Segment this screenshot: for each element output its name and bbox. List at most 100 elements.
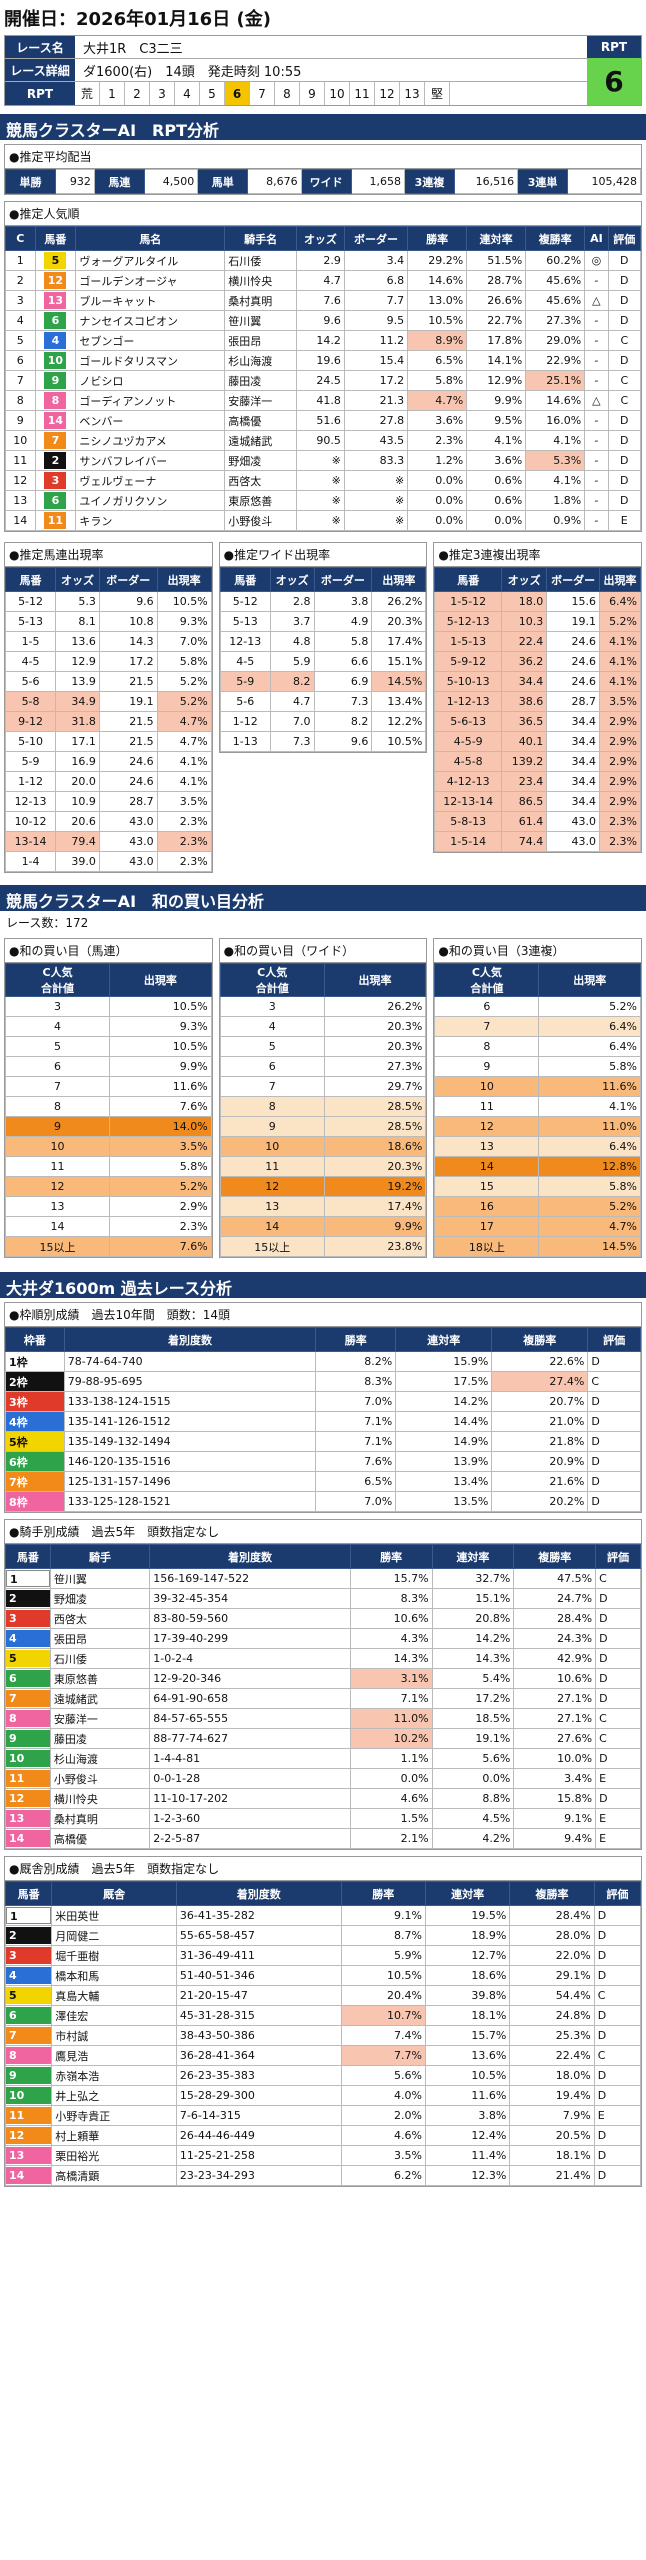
- column-header: 馬番: [4, 567, 57, 592]
- column-header: 枠番: [5, 1327, 65, 1352]
- wa-3ren-box: ●和の買い目（3連複） C人気 合計値 出現率 6 5.2% 7 6.4% 8 6.4% 9 5.8…: [433, 938, 643, 1258]
- horse-number-cell: 14: [5, 1828, 51, 1849]
- column-header: 勝率: [315, 1327, 397, 1352]
- popularity-title: ●推定人気順: [5, 202, 641, 226]
- table-row: 12-13-14 86.5 34.4 2.9%: [434, 791, 642, 812]
- table-cell: 3.6%: [407, 410, 468, 431]
- table-row: 13 6 ユイノガリクソン 東原悠善 ※ ※ 0.0% 0.6% 1.8% - D: [5, 490, 642, 511]
- table-cell: 5.6%: [431, 1748, 515, 1769]
- table-cell: C: [607, 370, 642, 391]
- table-cell: -: [584, 350, 609, 371]
- table-cell: D: [587, 1351, 641, 1372]
- column-header: ボーダー: [98, 567, 158, 592]
- table-cell: 9.9%: [323, 1216, 427, 1237]
- table-cell: 156-169-147-522: [149, 1568, 351, 1589]
- table-row: 5-13 8.1 10.8 9.3%: [4, 611, 212, 632]
- table-cell: -: [584, 430, 609, 451]
- table-cell: 8.2: [313, 711, 373, 732]
- table-cell: 3.6%: [466, 450, 527, 471]
- column-header: 出現率: [109, 963, 212, 997]
- table-row: 5-12 2.8 3.8 26.2%: [219, 591, 427, 612]
- table-cell: 4.1%: [466, 430, 527, 451]
- table-cell: 23.4: [501, 771, 548, 792]
- horse-number: 10: [6, 1750, 50, 1767]
- table-cell: 28.5%: [323, 1096, 427, 1117]
- table-cell: 12.2%: [371, 711, 427, 732]
- table-cell: 遠城緒武: [49, 1688, 151, 1709]
- table-cell: 3: [4, 996, 111, 1017]
- table-cell: 6.5%: [407, 350, 468, 371]
- table-cell: 6: [5, 350, 36, 371]
- table-cell: 1-13: [219, 731, 271, 752]
- horse-number: 1: [6, 1570, 50, 1587]
- table-cell: 21.4%: [509, 2165, 595, 2186]
- table-row: 12 横川怜央 11-10-17-202 4.6% 8.8% 15.8% D: [5, 1788, 641, 1809]
- table-cell: 8.2: [269, 671, 315, 692]
- table-cell: 24.5: [296, 370, 345, 391]
- table-cell: 遠城緒武: [224, 430, 298, 451]
- table-cell: 1-4-4-81: [149, 1748, 351, 1769]
- table-cell: 7.4%: [340, 2025, 426, 2046]
- table-cell: 7.1%: [315, 1431, 397, 1452]
- table-cell: 7.0%: [315, 1491, 397, 1512]
- table-cell: D: [607, 290, 642, 311]
- table-cell: 14.2%: [431, 1628, 515, 1649]
- table-cell: D: [593, 1965, 642, 1986]
- table-cell: 13: [434, 1136, 540, 1157]
- table-cell: 4.1%: [156, 771, 212, 792]
- table-cell: 28.5%: [323, 1116, 427, 1137]
- table-row: 9 14 ベンバー 高橋優 51.6 27.8 3.6% 9.5% 16.0% - D: [5, 410, 642, 431]
- horse-number: 14: [44, 412, 67, 429]
- table-cell: 90.5: [296, 430, 345, 451]
- table-cell: 17-39-40-299: [149, 1628, 351, 1649]
- table-cell: D: [595, 1588, 641, 1609]
- table-cell: 12.7%: [424, 1945, 511, 1966]
- horse-number-cell: 4: [5, 1628, 51, 1649]
- table-row: 1-5 13.6 14.3 7.0%: [4, 631, 212, 652]
- table-cell: 7.0: [269, 711, 315, 732]
- table-row: 13 17.4%: [219, 1196, 427, 1217]
- payout-label: 3連複: [404, 169, 455, 194]
- table-cell: D: [587, 1391, 641, 1412]
- table-cell: 20.3%: [323, 1036, 427, 1057]
- table-cell: 20.3%: [323, 1156, 427, 1177]
- table-cell: ※: [343, 490, 409, 511]
- table-cell: 84-57-65-555: [149, 1708, 351, 1729]
- table-cell: 12.8%: [538, 1156, 642, 1177]
- table-cell: 石川倭: [49, 1648, 151, 1669]
- column-header: 馬番: [434, 567, 503, 592]
- table-cell: D: [607, 350, 642, 371]
- table-cell: 杉山海渡: [224, 350, 298, 371]
- table-cell: 74.4: [501, 831, 548, 852]
- table-cell: 61.4: [501, 811, 548, 832]
- table-cell: E: [595, 1808, 641, 1829]
- table-cell: 12-13: [4, 791, 57, 812]
- waku-box: ●枠順別成績 過去10年間 頭数：14頭 枠番 着別度数 勝率 連対率 複勝率 評価 1枠 7…: [4, 1302, 642, 1513]
- table-cell: ※: [296, 470, 345, 491]
- sanrenpuku-table: 馬番 オッズ ボーダー 出現率 1-5-12 18.0 15.6 6.4% 5-12-13 10.…: [434, 567, 642, 852]
- table-cell: 9.9%: [109, 1056, 212, 1077]
- wa-baren-box: ●和の買い目（馬連） C人気 合計値 出現率 3 10.5% 4 9.3% 5 10.5% 6 9.…: [4, 938, 213, 1258]
- table-cell: C: [587, 1371, 641, 1392]
- table-cell: 11: [434, 1096, 540, 1117]
- table-cell: 桑村真明: [224, 290, 298, 311]
- table-cell: 36.2: [501, 651, 548, 672]
- table-cell: 13.0%: [407, 290, 468, 311]
- table-cell: 14.6%: [407, 270, 468, 291]
- table-cell: 133-138-124-1515: [63, 1391, 317, 1412]
- table-cell: 34.4: [546, 771, 601, 792]
- table-cell: 4.1%: [599, 651, 642, 672]
- table-row: 4 張田昂 17-39-40-299 4.3% 14.2% 24.3% D: [5, 1628, 641, 1649]
- table-cell: 7: [4, 1076, 111, 1097]
- table-cell: 16.0%: [525, 410, 586, 431]
- table-cell: 27.8: [343, 410, 409, 431]
- table-row: 5 10.5%: [4, 1036, 212, 1057]
- table-cell: ※: [296, 490, 345, 511]
- table-cell: D: [595, 1668, 641, 1689]
- column-header: 複勝率: [525, 226, 586, 251]
- table-cell: 1-2-3-60: [149, 1808, 351, 1829]
- table-cell: 27.6%: [513, 1728, 597, 1749]
- horse-number: 3: [6, 1610, 50, 1627]
- table-row: 10 11.6%: [434, 1076, 642, 1097]
- payout-box: ●推定平均配当 単勝 932 馬連 4,500 馬単 8,676 ワイド 1,658 3連複 16…: [4, 144, 642, 195]
